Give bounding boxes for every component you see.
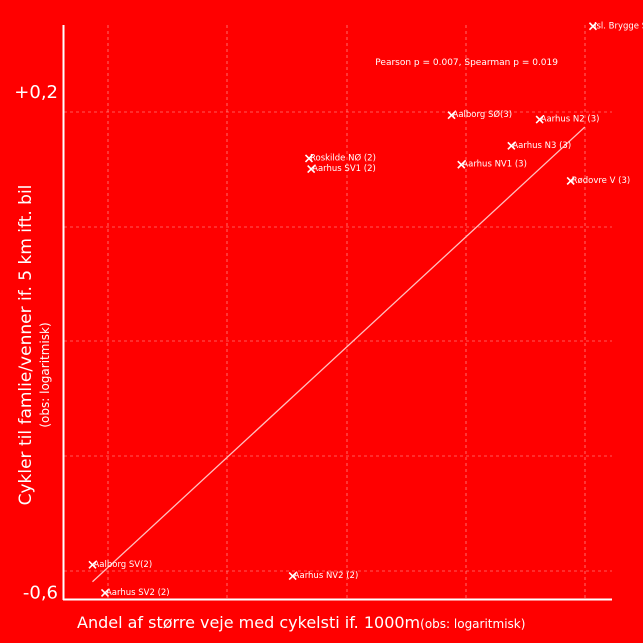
point-label: Aarhus N2 (3) [541, 115, 600, 125]
x-axis-label-note: (obs: logaritmisk) [420, 617, 525, 631]
data-point: Aarhus SV1 (2) [307, 164, 376, 174]
x-axis-label-main: Andel af større veje med cykelsti if. 10… [77, 613, 420, 632]
point-marker [588, 22, 598, 31]
point-label: Rødovre V (3) [572, 176, 631, 186]
svg-text:Andel af større veje med cykel: Andel af større veje med cykelsti if. 10… [77, 613, 525, 632]
y-axis-label: Cykler til famlie/venner if. 5 km ift. b… [16, 185, 52, 506]
point-marker [307, 164, 316, 174]
data-point: Aarhus NV1 (3) [457, 160, 527, 170]
point-label: Aarhus SV1 (2) [312, 164, 376, 174]
grid [64, 25, 612, 598]
x-axis-label: Andel af større veje med cykelsti if. 10… [77, 613, 525, 632]
data-point: Aalborg SØ(3) [447, 109, 513, 120]
point-label: Aarhus SV2 (2) [106, 588, 170, 598]
axes [62, 25, 612, 601]
data-point: Aarhus NV2 (2) [288, 571, 359, 581]
point-marker [507, 141, 516, 150]
data-point: Aarhus SV2 (2) [100, 588, 170, 598]
data-point: Aarhus N3 (3) [507, 141, 571, 151]
point-marker [566, 176, 575, 185]
point-label: Aalborg SV(2) [93, 560, 152, 570]
point-marker [447, 111, 456, 120]
data-point: Rødovre V (3) [566, 176, 631, 186]
point-marker [100, 588, 110, 598]
point-marker [304, 154, 314, 163]
point-label: Isl. Brygge S (3) [594, 21, 643, 31]
point-marker [457, 160, 466, 169]
point-label: Aarhus NV2 (2) [294, 571, 359, 581]
data-point: Roskilde NØ (2) [304, 152, 376, 163]
trendline [92, 126, 586, 583]
data-points: Isl. Brygge S (3) Aalborg SØ(3) Aarhus N2 … [88, 21, 643, 598]
point-label: Roskilde NØ (2) [310, 152, 376, 163]
data-point: Aalborg SV(2) [88, 560, 152, 570]
data-point: Aarhus N2 (3) [535, 115, 600, 125]
point-label: Aarhus N3 (3) [512, 141, 571, 151]
point-label: Aarhus NV1 (3) [462, 160, 527, 170]
y-axis-label-main: Cykler til famlie/venner if. 5 km ift. b… [16, 185, 36, 506]
y-tick-label: +0,2 [14, 82, 58, 103]
point-marker [535, 115, 544, 124]
point-label: Aalborg SØ(3) [453, 109, 513, 120]
data-point: Isl. Brygge S (3) [588, 21, 643, 31]
y-axis-label-note: (obs: logaritmisk) [38, 322, 52, 427]
stats-annotation: Pearson p = 0.007, Spearman p = 0.019 [375, 58, 558, 68]
point-marker [288, 572, 297, 581]
y-tick-label: -0,6 [23, 583, 58, 604]
y-tick-labels: +0,2 -0,6 [14, 82, 58, 604]
point-marker [88, 560, 97, 569]
